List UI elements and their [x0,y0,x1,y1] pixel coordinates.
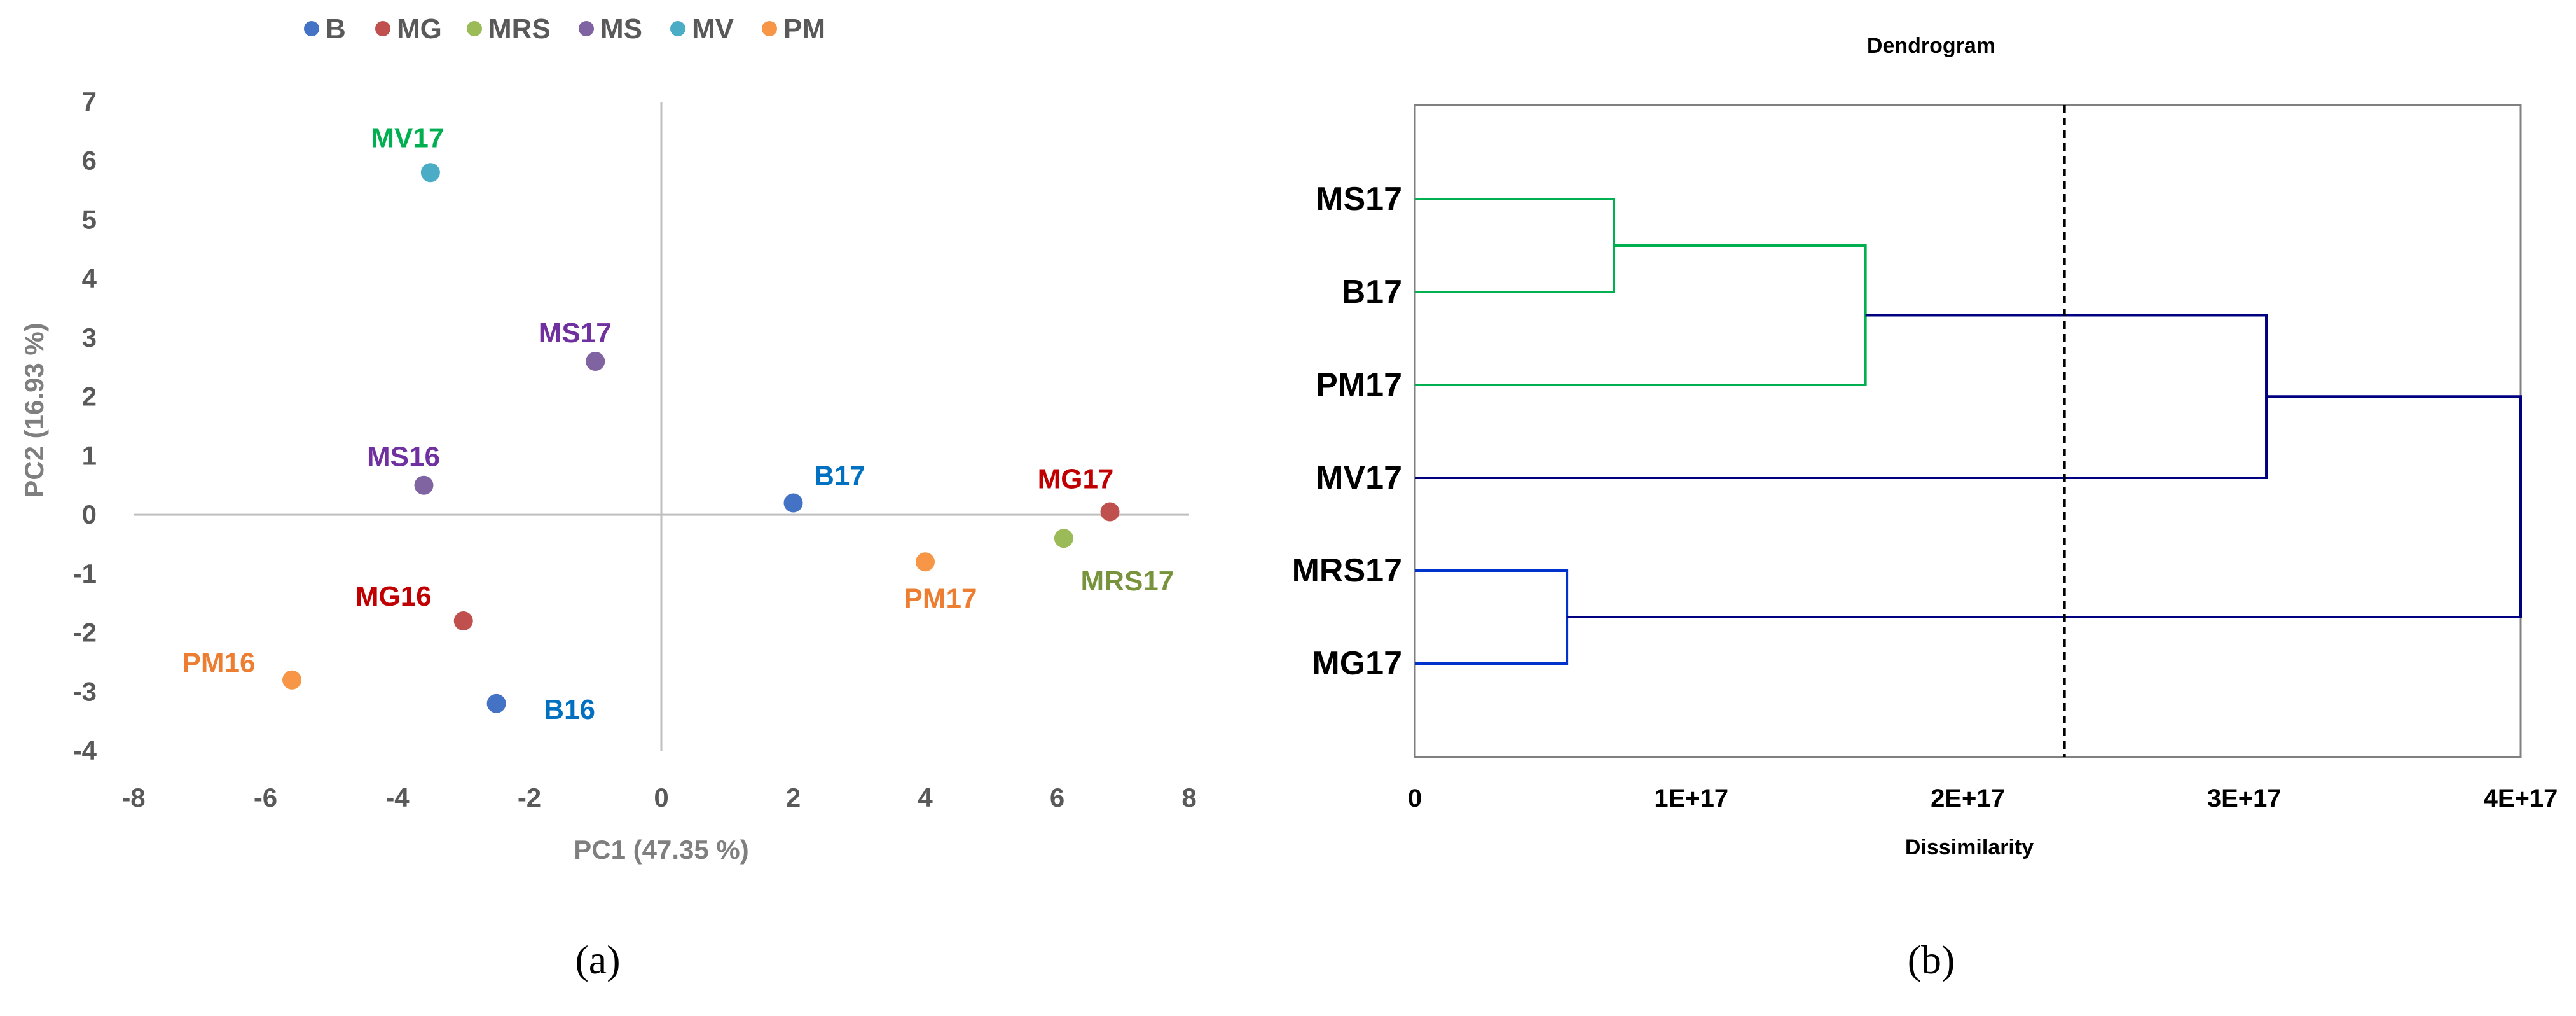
scatter-point-ms17 [586,352,605,371]
legend-item-ms: MS [579,13,642,45]
legend-label: MV [692,13,734,45]
y-tick-label: 7 [82,87,97,116]
legend-item-mrs: MRS [467,13,551,45]
x-tick-label: 4E+17 [2484,784,2558,812]
scatter-point-mg16 [453,611,473,630]
x-tick-label: -4 [385,783,410,812]
pca-scatter-chart: B MG MRS MS MV PM -4 -3 -2 -1 0 1 2 3 4 5 6 7 -8 -6 -4 -2 0 2… [19,13,1197,982]
y-tick-label: -1 [73,559,97,588]
x-tick-label: -8 [121,783,145,812]
x-tick-label: 4 [918,783,933,812]
x-tick-label: 6 [1050,783,1064,812]
x-tick-labels: -8 -6 -4 -2 0 2 4 6 8 [121,783,1196,812]
point-label-mg16: MG16 [355,581,432,612]
x-tick-label: 0 [1408,784,1422,812]
dendrogram-links [1415,198,2522,665]
x-tick-label: 1E+17 [1654,784,1728,812]
leaf-label-ms17: MS17 [1316,181,1402,218]
y-axis-title: PC2 (16.93 %) [19,323,49,498]
y-tick-label: 5 [82,204,97,234]
legend-marker [579,21,594,36]
x-axis-title: Dissimilarity [1905,835,2034,859]
y-tick-label: 0 [82,499,97,529]
legend-label: MS [600,13,642,45]
y-tick-label: -2 [73,618,97,648]
dendrogram-chart: Dendrogram MS17 B17 PM17 MV17 MRS17 MG17 0 1E+… [1292,34,2558,982]
panel-label-b: (b) [1908,937,1955,982]
scatter-point-mg17 [1100,502,1120,522]
point-label-ms16: MS16 [367,442,440,473]
dendrogram-plot-frame [1414,104,2522,758]
y-tick-labels: -4 -3 -2 -1 0 1 2 3 4 5 6 7 [73,87,97,765]
dendrogram-link-4 [1415,569,1569,665]
legend-label: B [326,13,346,45]
scatter-point-b16 [486,693,506,713]
scatter-point-mrs17 [1054,529,1073,548]
leaf-label-mg17: MG17 [1312,645,1402,682]
dendrogram-link-2 [1415,244,1867,386]
legend-marker [467,21,482,36]
scatter-point-b17 [783,493,803,513]
x-axis-title: PC1 (47.35 %) [574,835,748,865]
scatter-point-ms16 [414,475,434,495]
scatter-points: MV17 MS17 MS16 B17 MG17 MRS17 PM17 MG16 PM16 B16 [183,122,1174,725]
dendrogram-link-1 [1415,198,1616,293]
legend-item-b: B [304,13,346,45]
legend-label: PM [783,13,825,45]
y-tick-label: 1 [82,440,97,470]
x-tick-label: -2 [518,783,541,812]
scatter-point-pm16 [282,670,301,690]
x-tick-label: 2 [786,783,801,812]
legend-label: MRS [488,13,551,45]
scatter-point-mv17 [420,163,440,183]
panel-label-a: (a) [575,937,620,982]
leaf-labels: MS17 B17 PM17 MV17 MRS17 MG17 [1292,181,1402,682]
x-tick-label: 3E+17 [2207,784,2282,812]
y-tick-label: 2 [82,382,97,412]
x-tick-label: -6 [254,783,277,812]
x-tick-labels: 0 1E+17 2E+17 3E+17 4E+17 [1408,784,2558,812]
point-label-b16: B16 [544,694,595,725]
legend-item-pm: PM [762,13,825,45]
scatter-legend: B MG MRS MS MV PM [304,13,825,45]
y-tick-label: 6 [82,146,97,176]
legend-marker [670,21,685,36]
leaf-label-b17: B17 [1342,274,1402,310]
leaf-label-mrs17: MRS17 [1292,552,1402,589]
point-label-ms17: MS17 [539,317,612,349]
leaf-label-pm17: PM17 [1316,366,1402,403]
point-label-pm16: PM16 [183,648,256,679]
y-tick-label: -3 [73,676,97,706]
dendrogram-title: Dendrogram [1867,34,1995,58]
legend-marker [304,21,319,36]
x-tick-label: 0 [654,783,668,812]
x-tick-label: 8 [1181,783,1196,812]
legend-marker [375,21,390,36]
scatter-point-pm17 [916,552,935,572]
leaf-label-mv17: MV17 [1316,459,1402,496]
dendrogram-link-3 [1415,314,2268,479]
point-label-mrs17: MRS17 [1081,566,1174,597]
legend-item-mg: MG [375,13,442,45]
y-tick-label: -4 [73,735,97,765]
point-label-pm17: PM17 [904,583,977,614]
point-label-b17: B17 [814,461,865,492]
point-label-mg17: MG17 [1038,463,1114,494]
dendrogram-link-5 [1567,395,2522,618]
y-tick-label: 4 [82,263,97,293]
y-tick-label: 3 [82,323,97,352]
legend-item-mv: MV [670,13,734,45]
legend-label: MG [397,13,442,45]
legend-marker [762,21,777,36]
x-tick-label: 2E+17 [1931,784,2005,812]
point-label-mv17: MV17 [371,122,444,153]
